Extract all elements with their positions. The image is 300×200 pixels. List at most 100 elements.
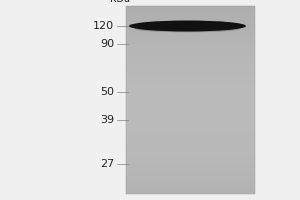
Bar: [126, 6, 255, 8]
Bar: [126, 13, 255, 15]
Bar: [126, 10, 255, 12]
Bar: [126, 64, 255, 66]
Bar: [126, 62, 255, 64]
Bar: [126, 130, 255, 132]
Bar: [126, 173, 255, 175]
Bar: [126, 169, 255, 171]
Bar: [126, 192, 255, 194]
Bar: [126, 145, 255, 147]
Bar: [126, 102, 255, 104]
Bar: [126, 166, 255, 168]
Bar: [126, 139, 255, 141]
Bar: [126, 8, 255, 10]
Bar: [126, 120, 255, 123]
Bar: [126, 143, 255, 145]
Bar: [126, 60, 255, 62]
Bar: [126, 179, 255, 181]
Bar: [126, 134, 255, 136]
Bar: [126, 141, 255, 143]
Text: 27: 27: [100, 159, 114, 169]
Bar: [126, 68, 255, 70]
Bar: [126, 124, 255, 126]
Text: 50: 50: [100, 87, 114, 97]
Ellipse shape: [135, 26, 240, 32]
Bar: [126, 119, 255, 121]
Bar: [126, 57, 255, 59]
Bar: [126, 72, 255, 74]
Bar: [126, 151, 255, 153]
Bar: [126, 66, 255, 68]
Bar: [126, 79, 255, 81]
Bar: [126, 190, 255, 192]
Bar: [126, 23, 255, 25]
Bar: [126, 154, 255, 156]
Bar: [126, 113, 255, 115]
Bar: [126, 89, 255, 91]
Bar: [126, 83, 255, 85]
Bar: [126, 96, 255, 98]
Bar: [126, 6, 255, 194]
Bar: [126, 45, 255, 47]
Bar: [126, 92, 255, 94]
Bar: [126, 28, 255, 30]
Bar: [126, 188, 255, 190]
Bar: [126, 40, 255, 42]
Text: 39: 39: [100, 115, 114, 125]
Bar: [126, 30, 255, 32]
Bar: [126, 147, 255, 149]
Bar: [126, 70, 255, 72]
Bar: [126, 25, 255, 27]
Bar: [126, 21, 255, 23]
Bar: [126, 117, 255, 119]
Bar: [126, 38, 255, 40]
Bar: [126, 53, 255, 55]
Bar: [126, 152, 255, 155]
Bar: [126, 47, 255, 49]
Text: 120: 120: [93, 21, 114, 31]
Text: 90: 90: [100, 39, 114, 49]
Bar: [126, 111, 255, 113]
Bar: [126, 132, 255, 134]
Bar: [126, 115, 255, 117]
Bar: [126, 94, 255, 96]
Text: KDa: KDa: [110, 0, 130, 4]
Bar: [126, 160, 255, 162]
Bar: [126, 171, 255, 173]
Bar: [126, 177, 255, 179]
Bar: [126, 49, 255, 51]
Bar: [126, 104, 255, 106]
Bar: [126, 175, 255, 177]
Bar: [126, 87, 255, 89]
Bar: [126, 77, 255, 79]
Bar: [126, 164, 255, 166]
Bar: [126, 162, 255, 164]
Bar: [126, 55, 255, 57]
Ellipse shape: [138, 21, 237, 26]
Bar: [126, 81, 255, 83]
Bar: [126, 75, 255, 77]
Bar: [126, 167, 255, 170]
Bar: [126, 85, 255, 87]
Bar: [126, 100, 255, 102]
Bar: [126, 73, 255, 76]
Bar: [126, 184, 255, 186]
Bar: [126, 149, 255, 151]
Bar: [126, 58, 255, 61]
Bar: [126, 34, 255, 36]
Bar: [126, 137, 255, 139]
Bar: [126, 19, 255, 21]
Bar: [126, 186, 255, 188]
Bar: [126, 105, 255, 108]
Bar: [126, 15, 255, 17]
Bar: [126, 90, 255, 92]
Ellipse shape: [129, 21, 246, 31]
Bar: [126, 32, 255, 34]
Bar: [126, 126, 255, 128]
Bar: [126, 136, 255, 138]
Bar: [126, 36, 255, 38]
Bar: [126, 11, 255, 14]
Bar: [126, 51, 255, 53]
Bar: [126, 98, 255, 100]
Bar: [126, 122, 255, 124]
Bar: [126, 107, 255, 109]
